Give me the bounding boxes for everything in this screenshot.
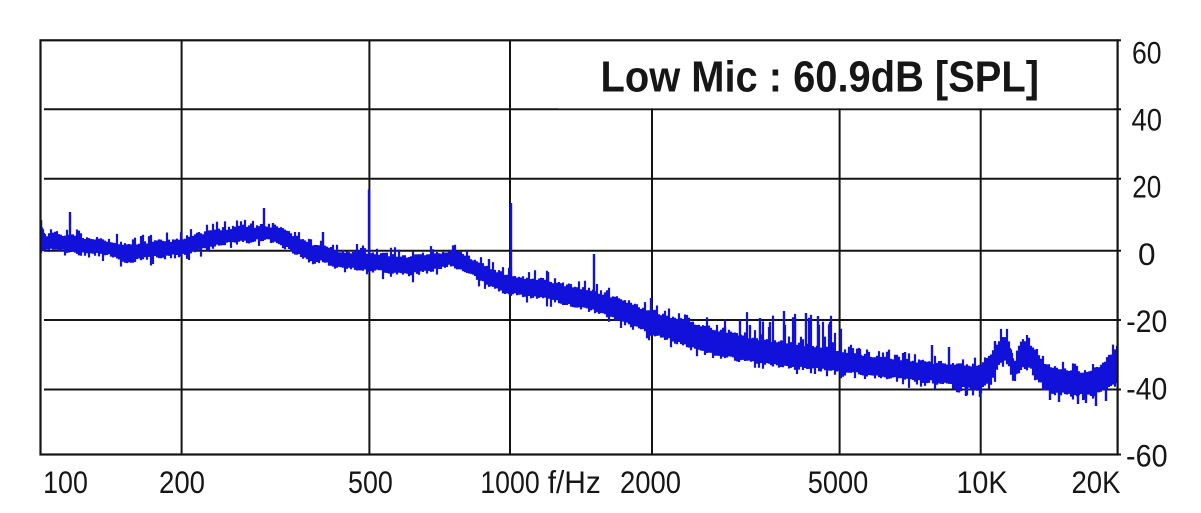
svg-text:40: 40 — [1132, 102, 1163, 138]
svg-text:500: 500 — [348, 464, 393, 500]
svg-text:200: 200 — [159, 464, 205, 500]
svg-text:10K: 10K — [957, 464, 1008, 500]
svg-text:f/Hz: f/Hz — [548, 464, 601, 500]
svg-text:1000: 1000 — [480, 464, 539, 500]
svg-text:60: 60 — [1132, 34, 1162, 70]
svg-text:Low Mic : 60.9dB [SPL]: Low Mic : 60.9dB [SPL] — [601, 52, 1040, 101]
svg-text:-20: -20 — [1126, 303, 1167, 339]
svg-text:0: 0 — [1138, 236, 1156, 272]
svg-text:100: 100 — [43, 464, 88, 500]
svg-text:-40: -40 — [1126, 370, 1167, 406]
svg-text:20K: 20K — [1072, 464, 1121, 500]
svg-text:20: 20 — [1132, 169, 1161, 205]
svg-text:2000: 2000 — [620, 464, 681, 500]
svg-text:-60: -60 — [1126, 438, 1168, 474]
svg-text:5000: 5000 — [808, 464, 869, 500]
